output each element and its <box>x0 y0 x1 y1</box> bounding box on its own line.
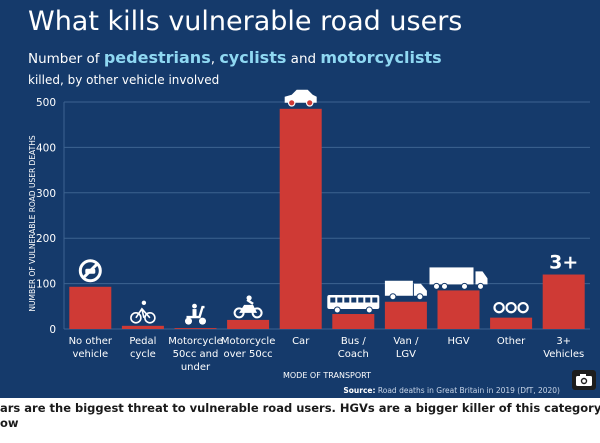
x-tick-label: cycle <box>130 349 156 360</box>
caption-line-1: ars are the biggest threat to vulnerable… <box>0 401 600 415</box>
subtitle-cyclists: cyclists <box>219 48 287 67</box>
x-tick-label: Car <box>292 336 310 347</box>
x-tick-label: No other <box>69 336 113 347</box>
subtitle-pedestrians: pedestrians <box>103 48 211 67</box>
x-tick-label: Vehicles <box>543 349 584 360</box>
x-tick-label: Motorcycle <box>221 336 276 347</box>
bar <box>437 290 480 329</box>
source-note: Source: Road deaths in Great Britain in … <box>343 386 560 395</box>
subtitle-separator-1: , <box>210 51 216 67</box>
y-tick-label: 0 <box>49 324 56 336</box>
bar <box>174 328 217 329</box>
bar <box>279 108 322 329</box>
motorcycle-icon <box>233 295 263 319</box>
y-tick-label: 500 <box>36 97 56 109</box>
bar <box>384 301 427 329</box>
chart-subtitle-secondary: killed, by other vehicle involved <box>28 73 220 87</box>
chart-title: What kills vulnerable road users <box>28 6 463 37</box>
bar <box>542 274 585 329</box>
three-plus-vehicles-icon: 3+ <box>549 252 578 274</box>
no-vehicle-icon <box>78 259 102 283</box>
bar-chart: 0 100 200 300 400 500 NUMBER OF VULNERABLE ROA… <box>28 89 590 380</box>
source-text: Road deaths in Great Britain in 2019 (Df… <box>377 386 560 395</box>
y-tick-label: 300 <box>36 188 56 200</box>
bar <box>490 317 533 329</box>
x-tick-label: 50cc and <box>173 349 219 360</box>
y-tick-label: 400 <box>36 142 56 154</box>
subtitle-separator-2: and <box>290 51 317 67</box>
bus-icon <box>327 295 380 314</box>
subtitle-motorcyclists: motorcyclists <box>320 48 442 67</box>
x-tick-label: Motorcycle <box>168 336 223 347</box>
camera-icon[interactable] <box>572 370 596 390</box>
x-tick-label: Van / <box>393 336 419 347</box>
x-axis-label: MODE OF TRANSPORT <box>283 371 371 380</box>
subtitle-prefix: Number of <box>28 51 100 67</box>
bar <box>332 314 375 329</box>
bar <box>69 286 112 329</box>
y-axis-label: NUMBER OF VULNERABLE ROAD USER DEATHS <box>28 135 37 311</box>
x-tick-label: Other <box>497 336 526 347</box>
other-icon <box>493 301 529 314</box>
chart-subtitle: Number of pedestrians, cyclists and moto… <box>28 48 442 67</box>
three-plus-label: 3+ <box>549 252 578 274</box>
bar <box>121 325 164 329</box>
bicycle-icon <box>130 300 156 324</box>
bar <box>227 319 270 329</box>
x-tick-label: LGV <box>396 349 416 360</box>
image-caption: ars are the biggest threat to vulnerable… <box>0 401 600 431</box>
van-icon <box>384 280 427 301</box>
x-tick-label: 3+ <box>556 336 571 347</box>
x-tick-label: vehicle <box>72 349 108 360</box>
x-tick-label: Pedal <box>129 336 156 347</box>
y-tick-label: 200 <box>36 233 56 245</box>
x-tick-label: under <box>181 362 211 373</box>
x-tick-label: Coach <box>338 349 369 360</box>
scooter-icon <box>185 303 206 325</box>
car-icon <box>284 89 317 107</box>
x-tick-label: Bus / <box>341 336 367 347</box>
y-tick-label: 100 <box>36 279 56 291</box>
caption-line-2: ow <box>0 416 19 430</box>
chart-panel: What kills vulnerable road users Number … <box>0 0 600 398</box>
source-label: Source: <box>343 386 376 395</box>
x-tick-label: HGV <box>447 336 469 347</box>
x-tick-label: over 50cc <box>223 349 272 360</box>
hgv-icon <box>429 267 488 290</box>
